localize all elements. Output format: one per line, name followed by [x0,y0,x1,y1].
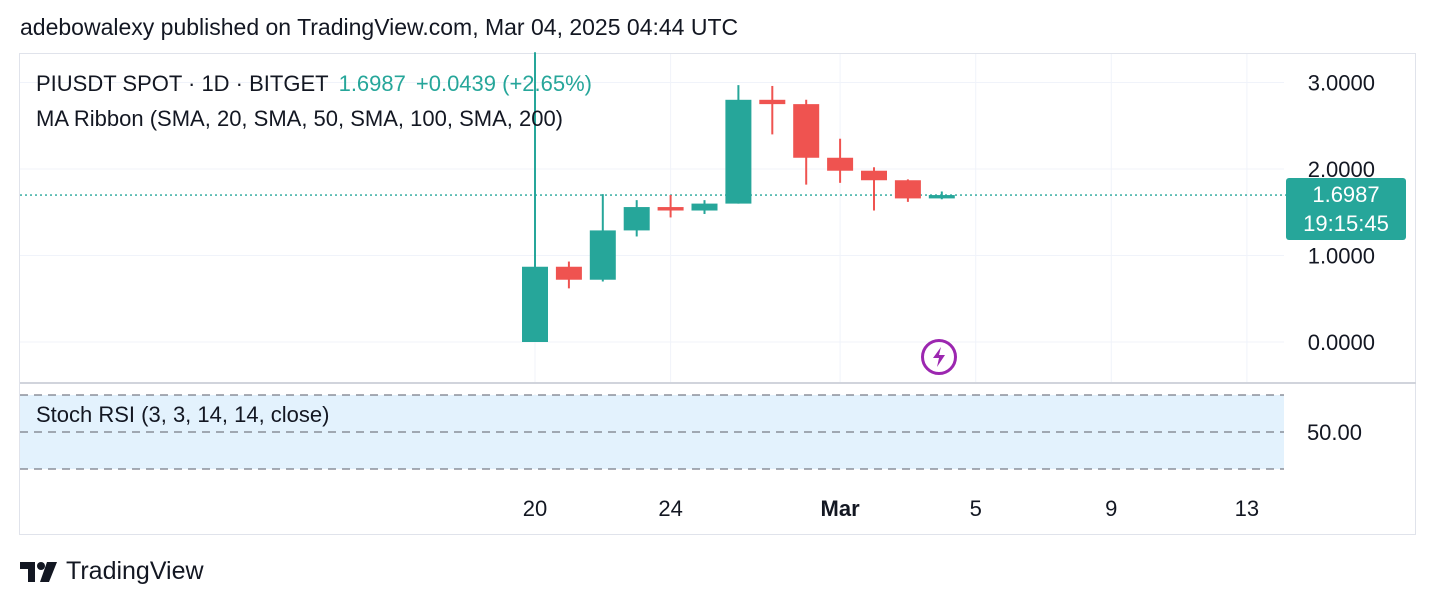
publish-info: adebowalexy published on TradingView.com… [20,14,739,40]
symbol-title: PIUSDT SPOT · 1D · BITGET [36,71,329,96]
candle-body [793,104,820,158]
price-axis: 3.0000 2.0000 1.0000 0.0000 [1308,71,1375,356]
candles [522,52,955,342]
current-price-tag: 1.6987 19:15:45 [1286,178,1406,240]
x-tick-label: 13 [1235,496,1259,521]
candle-body [861,170,887,181]
x-tick-label: 5 [970,496,982,521]
tradingview-logo[interactable]: TradingView [20,557,204,586]
candle-body [623,207,650,231]
tradingview-logo-icon [20,561,57,582]
brand-name: TradingView [66,557,204,585]
candle-body [657,207,684,211]
candle-body [894,180,921,199]
chart-frame [19,53,1416,535]
x-tick-label: 20 [523,496,547,521]
x-tick-label: 9 [1105,496,1117,521]
x-tick-label: 24 [658,496,682,521]
y-tick-label: 2.0000 [1308,157,1375,182]
ma-ribbon-legend: MA Ribbon (SMA, 20, SMA, 50, SMA, 100, S… [36,106,564,131]
lightning-bolt-icon[interactable] [921,339,957,375]
price-tag-value: 1.6987 [1312,182,1380,207]
candle-body [759,99,786,105]
time-axis: 20 24 Mar 5 9 13 [523,496,1259,521]
price-tag-countdown: 19:15:45 [1303,211,1389,236]
candle-body [827,157,854,171]
y-tick-label: 3.0000 [1308,71,1375,96]
rsi-tick-label: 50.00 [1307,420,1362,445]
candle-body [522,266,548,342]
stoch-rsi-legend: Stoch RSI (3, 3, 14, 14, close) [36,402,330,427]
candle-body [589,230,616,280]
stoch-rsi-pane: 50.00 [20,394,1362,470]
price-change: +0.0439 (+2.65%) [415,71,593,96]
symbol-legend: PIUSDT SPOT · 1D · BITGET 1.6987 +0.0439 (… [36,71,592,97]
y-tick-label: 1.0000 [1308,244,1375,269]
candle-body [691,203,718,211]
x-tick-label: Mar [821,496,861,521]
candle-body [928,195,955,199]
candle-body [555,266,582,280]
last-price: 1.6987 [338,71,406,96]
grid [20,54,1416,470]
y-tick-label: 0.0000 [1308,330,1375,355]
candle-body [725,99,752,204]
